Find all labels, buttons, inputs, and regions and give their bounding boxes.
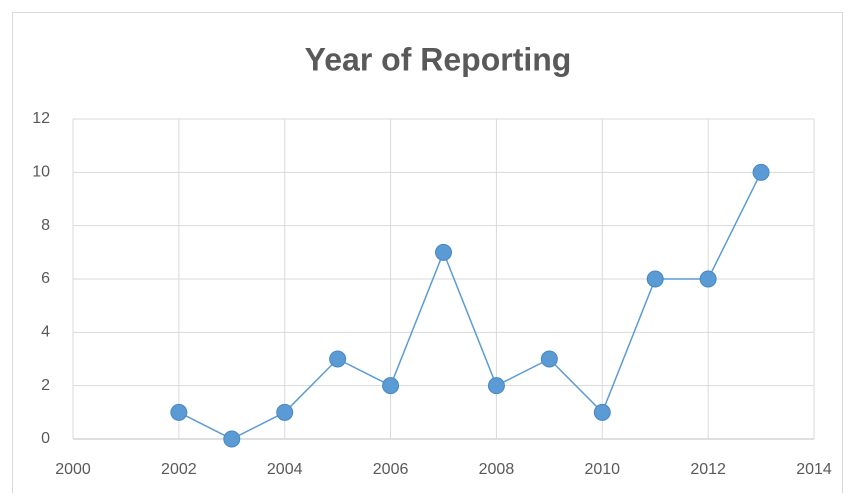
y-tick-label: 8	[41, 217, 50, 234]
x-tick-label: 2002	[161, 461, 197, 478]
x-tick-label: 2010	[584, 461, 620, 478]
y-tick-label: 6	[41, 270, 50, 287]
data-point	[170, 403, 188, 421]
data-point	[487, 377, 505, 395]
data-point	[382, 377, 400, 395]
data-point	[593, 403, 611, 421]
chart-title: Year of Reporting	[305, 41, 572, 77]
x-tick-label: 2012	[690, 461, 726, 478]
chart-frame	[12, 12, 843, 498]
data-point	[699, 270, 717, 288]
x-tick-label: 2004	[267, 461, 303, 478]
x-tick-label: 2006	[373, 461, 409, 478]
x-tick-label: 2014	[796, 461, 832, 478]
y-tick-label: 4	[41, 324, 50, 341]
data-point	[276, 403, 294, 421]
y-tick-label: 12	[32, 110, 50, 127]
data-point	[752, 163, 770, 181]
data-point	[329, 350, 347, 368]
y-tick-label: 2	[41, 377, 50, 394]
data-point	[646, 270, 664, 288]
x-tick-label: 2008	[479, 461, 515, 478]
y-tick-label: 0	[41, 430, 50, 447]
data-point	[223, 430, 241, 448]
x-tick-label: 2000	[55, 461, 91, 478]
y-tick-label: 10	[32, 164, 50, 181]
data-point	[540, 350, 558, 368]
data-point	[435, 243, 452, 261]
series-line	[178, 171, 762, 440]
